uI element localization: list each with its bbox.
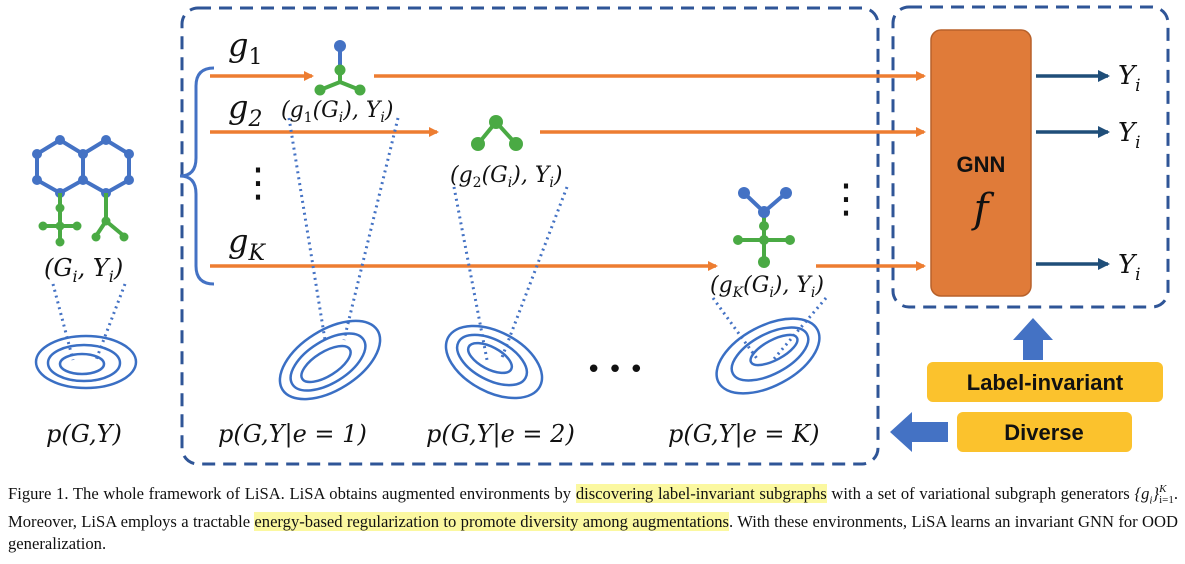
output-label-1: Yi (1118, 61, 1141, 96)
augmentation-frame (180, 6, 880, 466)
framework-figure: g1 g2 gK ⋮ (Gi, (32, 5, 1170, 466)
gnn-box (930, 29, 1032, 297)
distribution-env1-label: p(G,Y|e = 1) (218, 420, 367, 449)
projection-lines (51, 117, 828, 361)
distributions-ellipsis: ••• (586, 355, 650, 385)
generator-label-2: g2 (228, 88, 262, 132)
output-label-2: Yi (1118, 118, 1141, 153)
figure-caption: Figure 1. The whole framework of LiSA. L… (8, 483, 1178, 554)
distribution-env1-contours (278, 319, 382, 401)
distribution-env2-contours (444, 324, 544, 400)
distribution-envk-contours (715, 317, 821, 395)
generator-label-1: g1 (228, 26, 262, 70)
label-invariant-tag (927, 362, 1163, 402)
row-vdots: ⋮ (826, 176, 866, 222)
highlight-energy-regularization: energy-based regularization to promote d… (254, 512, 730, 532)
diverse-tag (957, 412, 1132, 452)
output-label-3: Yi (1118, 250, 1141, 285)
input-graph (32, 135, 134, 247)
up-arrow-icon (1013, 318, 1053, 360)
subgraph-k (733, 187, 795, 268)
subgraph-k-label: (gK(Gi), Yi) (710, 273, 824, 301)
subgraph-2 (471, 115, 523, 151)
distribution-main-label: p(G,Y) (46, 420, 122, 448)
gnn-frame (891, 5, 1170, 309)
highlight-label-invariant: discovering label-invariant subgraphs (575, 484, 827, 503)
distribution-main-contours (34, 334, 138, 390)
subgraph-1 (314, 40, 366, 96)
gnn-label: GNN (957, 152, 1006, 177)
label-invariant-text: Label-invariant (967, 370, 1124, 395)
generator-brace (179, 66, 215, 286)
distribution-envk-label: p(G,Y|e = K) (668, 420, 819, 449)
distribution-env2-label: p(G,Y|e = 2) (426, 420, 575, 449)
generator-vdots: ⋮ (238, 160, 278, 206)
left-arrow-icon (890, 412, 948, 452)
diverse-text: Diverse (1004, 420, 1084, 445)
input-pair-label: (Gi, Yi) (44, 254, 123, 286)
generator-label-k: gK (228, 222, 266, 266)
subgraph-1-label: (g1(Gi), Yi) (281, 98, 393, 126)
subgraph-2-label: (g2(Gi), Yi) (450, 163, 562, 191)
